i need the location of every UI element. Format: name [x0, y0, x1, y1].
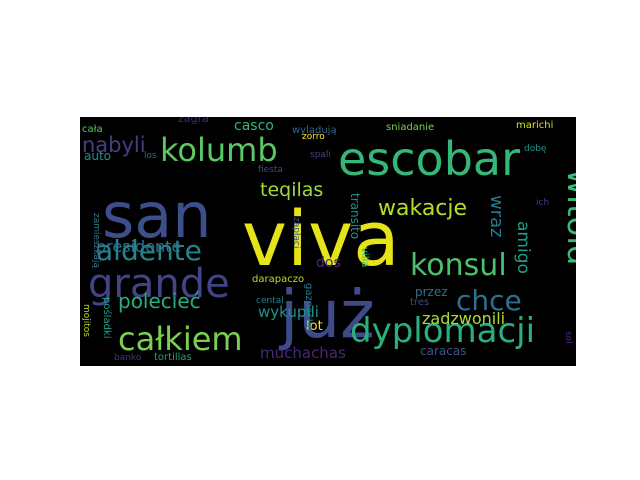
cloud-word-nabyli: nabyli: [82, 133, 146, 157]
cloud-word-dyplomacji: dyplomacji: [350, 311, 535, 351]
cloud-word-fiesta: fiesta: [258, 165, 283, 175]
cloud-word-los: los: [144, 151, 157, 161]
cloud-word-tortillas: tortillas: [154, 352, 192, 363]
cloud-word-gazpacho: gazpacho: [303, 283, 314, 331]
cloud-word-przez: przez: [415, 285, 448, 299]
cloud-word-caracas: caracas: [420, 344, 466, 358]
cloud-word-villa: villa: [359, 247, 370, 267]
cloud-word-wylądują: wylądują: [292, 125, 337, 136]
cloud-word-tres: tres: [410, 297, 429, 308]
cloud-word-wakacje: wakacje: [378, 196, 467, 221]
cloud-word-mojitos: mojitos: [81, 304, 91, 337]
cloud-word-ich: ich: [536, 198, 549, 208]
cloud-word-san: san: [102, 179, 212, 252]
cloud-word-cała: cała: [82, 124, 103, 135]
cloud-word-escobar: escobar: [338, 132, 520, 186]
cloud-word-dos: dos: [316, 255, 341, 271]
cloud-word-presidente: presidente: [96, 237, 181, 256]
cloud-word-zadzwonili: zadzwonili: [422, 309, 505, 328]
cloud-word-dobę: dobę: [524, 144, 547, 154]
cloud-word-teqilas: teqilas: [260, 179, 323, 201]
cloud-word-wykupili: wykupili: [258, 303, 319, 321]
cloud-word-zagra: zagra: [178, 117, 209, 125]
cloud-word-zapłaci: zapłaci: [291, 217, 301, 248]
cloud-word-amigo: amigo: [513, 221, 533, 274]
cloud-word-spali: spali: [310, 150, 331, 160]
cloud-word-już: już: [278, 276, 375, 353]
cloud-word-sniadanie: sniadanie: [386, 122, 434, 133]
cloud-word-pośladki: pośladki: [101, 297, 113, 339]
cloud-word-witold: witold: [560, 169, 576, 265]
cloud-word-zorro: zorro: [302, 132, 325, 142]
cloud-word-grande: grande: [88, 261, 230, 307]
cloud-word-lot: lot: [306, 319, 323, 334]
cloud-word-marichi: marichi: [516, 120, 553, 131]
cloud-background: [80, 117, 576, 366]
cloud-word-sol: sol: [563, 331, 573, 344]
word-cloud: viva san już escobar grande kolumb witold dyplo…: [80, 117, 576, 366]
cloud-word-cental: cental: [256, 296, 284, 306]
cloud-word-darapaczo: darapaczo: [252, 274, 304, 285]
cloud-word-muchachas: muchachas: [260, 344, 346, 362]
cloud-word-polecieć: polecieć: [118, 289, 201, 313]
cloud-word-banko: banko: [114, 353, 142, 363]
cloud-word-casco: casco: [234, 118, 274, 134]
cloud-word-viva: viva: [242, 194, 400, 283]
cloud-word-zamieszkają: zamieszkają: [91, 213, 101, 269]
cloud-word-transito: transito: [348, 193, 362, 239]
cloud-word-auto: auto: [84, 149, 111, 163]
cloud-word-wraz: wraz: [486, 195, 507, 238]
cloud-word-konsul: konsul: [410, 248, 507, 283]
cloud-word-aldente: aldente: [96, 234, 202, 267]
cloud-word-chce: chce: [456, 284, 522, 317]
cloud-word-całkiem: całkiem: [118, 320, 243, 358]
cloud-word-kolumb: kolumb: [160, 131, 278, 169]
